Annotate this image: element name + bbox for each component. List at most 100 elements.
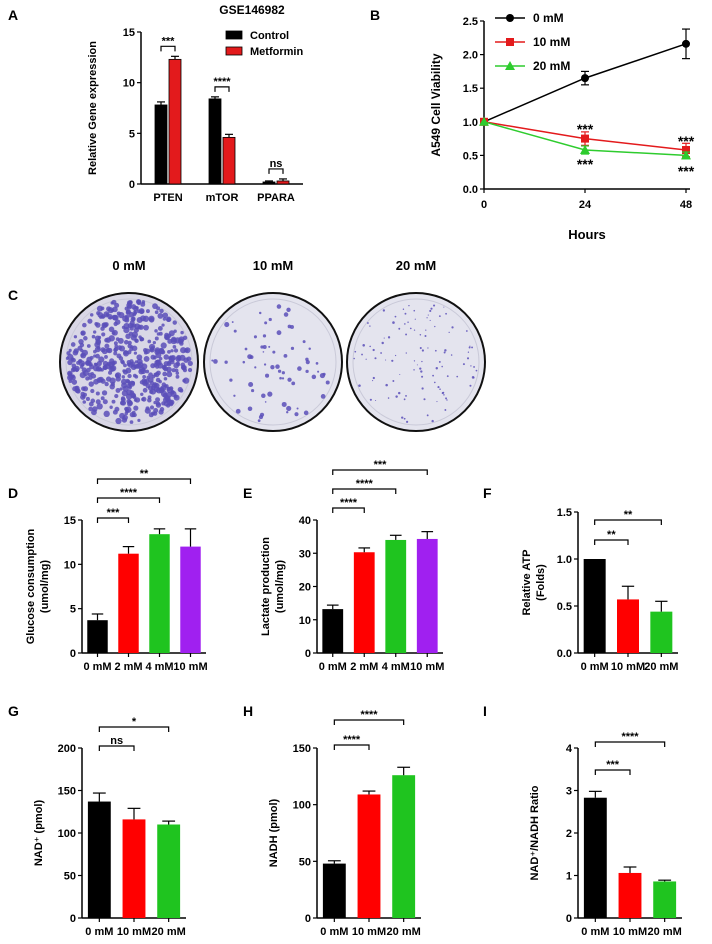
panel-letter-i: I <box>483 703 487 719</box>
data-point <box>580 145 590 155</box>
colony <box>419 334 422 336</box>
colony <box>140 392 144 396</box>
colony <box>397 391 401 395</box>
colony <box>142 387 148 393</box>
colony <box>149 405 155 410</box>
colony <box>444 409 447 411</box>
colony <box>383 337 385 339</box>
chart-gene-expression: 0 5 10 15 GSE146982 Relative Gene expression P… <box>87 3 303 204</box>
y-axis-label: (umol/mg) <box>274 560 286 613</box>
colony <box>82 392 87 397</box>
colony <box>90 388 95 394</box>
colony <box>170 354 176 361</box>
colony <box>123 350 128 355</box>
colony <box>183 349 187 353</box>
colony <box>265 373 270 378</box>
colony <box>420 370 423 373</box>
colony <box>157 313 164 319</box>
colony <box>85 376 90 381</box>
colony <box>303 410 309 416</box>
colony <box>180 330 184 335</box>
colony <box>385 359 387 361</box>
colony <box>122 369 126 373</box>
colony <box>380 352 383 354</box>
colony <box>145 309 150 314</box>
colony <box>80 331 85 336</box>
colony <box>174 368 179 373</box>
colony <box>120 400 127 406</box>
bar <box>180 546 201 653</box>
colony <box>456 375 459 378</box>
colony <box>395 395 398 398</box>
colony <box>187 367 193 373</box>
y-tick-label: 150 <box>293 743 311 755</box>
colony <box>92 406 98 412</box>
colony <box>78 338 84 345</box>
data-point <box>479 116 489 126</box>
colony <box>287 377 292 382</box>
plate-label-0mm: 0 mM <box>112 258 145 273</box>
x-axis-label: Hours <box>568 227 606 242</box>
colony <box>281 371 285 375</box>
colony <box>182 335 188 341</box>
colony <box>148 412 154 418</box>
colony <box>108 361 115 368</box>
colony <box>182 378 186 383</box>
colony <box>465 330 468 332</box>
colony <box>81 367 88 373</box>
colony <box>101 390 108 396</box>
bar <box>618 872 642 918</box>
significance-label: ns <box>110 735 123 747</box>
colony <box>325 380 330 385</box>
colony <box>305 357 309 362</box>
colony <box>101 332 106 337</box>
x-tick-label: 4 mM <box>145 661 173 673</box>
colony <box>286 411 289 414</box>
colony <box>124 406 129 412</box>
x-tick-label: 10 mM <box>410 661 444 673</box>
colony <box>157 362 164 369</box>
colony <box>369 345 371 348</box>
y-tick-label: 0.5 <box>463 150 478 162</box>
bar <box>157 824 181 918</box>
significance-label: *** <box>606 759 620 771</box>
colony <box>159 308 164 314</box>
colony <box>413 309 416 312</box>
colony <box>133 310 137 314</box>
colony <box>247 406 253 412</box>
y-tick-label: 40 <box>299 515 311 527</box>
bar <box>168 58 182 185</box>
colony <box>79 371 86 379</box>
colony <box>70 357 75 362</box>
colony <box>173 394 180 401</box>
significance-bracket <box>332 507 365 513</box>
colony <box>100 378 106 384</box>
colony <box>365 358 367 360</box>
colony <box>429 309 432 313</box>
colony <box>109 405 113 409</box>
y-axis-label: (umol/mg) <box>39 560 51 613</box>
colony <box>132 395 137 400</box>
colony <box>95 322 101 328</box>
y-axis-label: (Folds) <box>535 564 547 601</box>
colony <box>154 382 160 389</box>
colony <box>105 347 111 353</box>
colony <box>108 326 115 333</box>
colony <box>95 338 101 345</box>
bar <box>149 534 170 653</box>
colony <box>381 341 384 345</box>
y-tick-label: 0 <box>305 913 311 925</box>
colony <box>154 336 159 341</box>
culture-plate <box>346 292 486 432</box>
colony <box>96 403 103 410</box>
significance-label: ns <box>270 158 283 170</box>
colony <box>104 343 110 349</box>
significance-label: *** <box>374 459 388 471</box>
colony <box>427 347 429 349</box>
colony <box>469 345 471 347</box>
significance-label: *** <box>678 133 695 149</box>
y-tick-label: 1.0 <box>463 117 478 129</box>
colony <box>93 362 98 367</box>
colony <box>270 365 275 370</box>
